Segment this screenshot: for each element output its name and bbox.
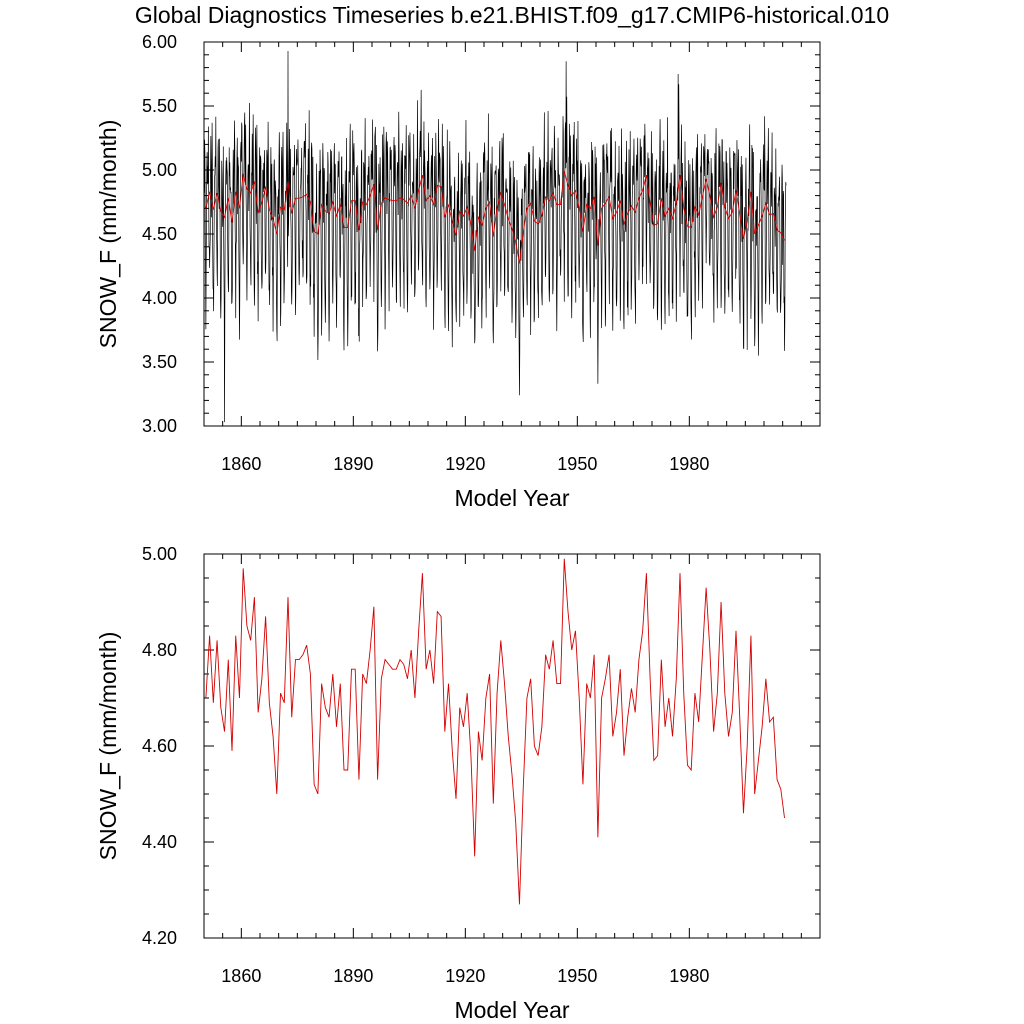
x-tick-label: 1860	[221, 966, 261, 986]
x-tick-label: 1980	[669, 966, 709, 986]
annual-mean-series-line	[205, 558, 785, 905]
top-tick-labels: 1860 1890 1920 1950 1980 3.00 3.50 4.00 4.50 5.00…	[142, 32, 709, 474]
x-tick-label: 1890	[333, 966, 373, 986]
chart-title: Global Diagnostics Timeseries b.e21.BHIS…	[134, 2, 890, 28]
annual-mean-series-line	[205, 171, 785, 264]
top-y-axis-title: SNOW_F (mm/month)	[95, 120, 121, 349]
y-tick-label: 3.50	[142, 352, 177, 372]
y-tick-label: 5.00	[142, 544, 177, 564]
x-tick-label: 1920	[445, 966, 485, 986]
bottom-tick-labels: 1860 1890 1920 1950 1980 4.20 4.40 4.60 4.80 5.00	[142, 544, 709, 986]
y-tick-label: 5.00	[142, 160, 177, 180]
y-tick-label: 3.00	[142, 416, 177, 436]
x-tick-label: 1950	[557, 966, 597, 986]
y-tick-label: 4.60	[142, 736, 177, 756]
y-tick-label: 4.80	[142, 640, 177, 660]
y-tick-label: 4.00	[142, 288, 177, 308]
bottom-x-axis-title: Model Year	[454, 997, 569, 1023]
bottom-y-axis-title: SNOW_F (mm/month)	[95, 632, 121, 861]
x-tick-label: 1920	[445, 454, 485, 474]
bottom-plot-frame	[203, 553, 821, 939]
y-tick-label: 6.00	[142, 32, 177, 52]
top-series	[203, 50, 787, 423]
monthly-series-line	[203, 50, 787, 423]
bottom-series	[205, 558, 785, 905]
y-tick-label: 4.40	[142, 832, 177, 852]
bottom-panel: 1860 1890 1920 1950 1980 4.20 4.40 4.60 4.80 5.00…	[95, 544, 821, 1023]
x-tick-label: 1890	[333, 454, 373, 474]
y-tick-label: 4.50	[142, 224, 177, 244]
x-tick-label: 1860	[221, 454, 261, 474]
x-tick-label: 1950	[557, 454, 597, 474]
x-tick-label: 1980	[669, 454, 709, 474]
bottom-axis-ticks	[203, 553, 821, 939]
top-x-axis-title: Model Year	[454, 485, 569, 511]
y-tick-label: 5.50	[142, 96, 177, 116]
top-panel: 1860 1890 1920 1950 1980 3.00 3.50 4.00 4.50 5.00…	[95, 32, 821, 511]
y-tick-label: 4.20	[142, 928, 177, 948]
